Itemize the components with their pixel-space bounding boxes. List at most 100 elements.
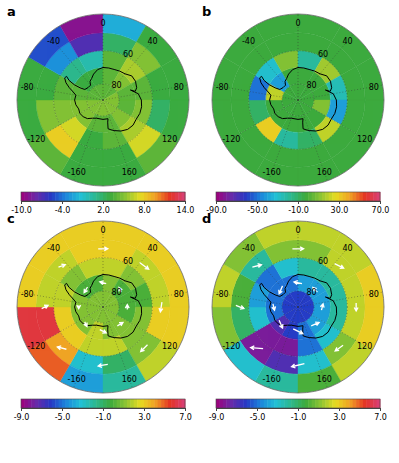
panel-letter: c xyxy=(7,211,15,226)
map-cell xyxy=(298,365,341,393)
map-cell xyxy=(87,307,103,315)
colorbar-swatch xyxy=(305,399,309,408)
colorbar-swatch xyxy=(52,399,56,408)
longitude-label: -40 xyxy=(47,244,60,253)
longitude-label: -160 xyxy=(68,375,86,384)
colorbar-swatch xyxy=(353,399,357,408)
colorbar-swatch xyxy=(137,399,141,408)
colorbar-tick: -9.0 xyxy=(209,408,225,422)
colorbar-swatch xyxy=(216,399,220,408)
map-cell xyxy=(298,299,314,307)
colorbar-frame xyxy=(21,399,185,408)
wind-vector xyxy=(77,305,81,309)
colorbar-tick-mark xyxy=(298,201,299,204)
map-cell xyxy=(103,92,119,100)
colorbar-tick: 7.0 xyxy=(374,408,387,422)
longitude-label: 40 xyxy=(147,37,157,46)
colorbar-swatch xyxy=(312,399,316,408)
colorbar-swatch xyxy=(124,399,128,408)
map-cell xyxy=(103,158,146,186)
colorbar-swatch xyxy=(127,192,131,201)
colorbar-swatch xyxy=(298,399,302,408)
colorbar-tick-mark xyxy=(257,201,258,204)
colorbar-swatch xyxy=(271,399,275,408)
colorbar-tick-label: 3.0 xyxy=(333,413,346,422)
longitude-label: -160 xyxy=(68,168,86,177)
colorbar-swatch xyxy=(171,192,175,201)
wind-vector xyxy=(141,345,148,352)
colorbar-swatch xyxy=(349,399,353,408)
colorbar-swatch xyxy=(260,399,264,408)
colorbar-swatch xyxy=(93,399,97,408)
panel: 04080120160-160-120-80-406080c-9.0-5.0-1… xyxy=(7,211,192,422)
colorbar-swatch xyxy=(93,192,97,201)
map-cell xyxy=(161,264,189,307)
colorbar-tick-label: -9.0 xyxy=(14,413,30,422)
wind-vector xyxy=(294,281,302,285)
colorbar-swatch xyxy=(247,192,251,201)
colorbar-swatch xyxy=(154,192,158,201)
meridian xyxy=(243,34,298,100)
colorbar-swatch xyxy=(89,192,93,201)
wind-vector xyxy=(354,303,358,311)
colorbar-swatch xyxy=(31,192,35,201)
colorbar-swatch xyxy=(100,192,104,201)
colorbar-swatch xyxy=(240,399,244,408)
map-cell xyxy=(298,92,314,100)
colorbar-tick-label: -4.0 xyxy=(55,206,71,215)
map-cell xyxy=(161,57,189,100)
colorbar-swatch xyxy=(100,399,104,408)
colorbar-swatch xyxy=(175,192,179,201)
map-cell xyxy=(17,100,45,143)
colorbar-swatch xyxy=(329,192,333,201)
colorbar-swatch xyxy=(69,192,73,201)
colorbar-swatch xyxy=(21,192,25,201)
latitude-label: 60 xyxy=(318,50,328,59)
map-cell xyxy=(298,158,341,186)
colorbar-swatch xyxy=(247,399,251,408)
colorbar-swatch xyxy=(165,399,169,408)
colorbar-swatch xyxy=(130,399,134,408)
colorbar-swatch xyxy=(237,192,241,201)
map-cell xyxy=(356,307,384,350)
colorbar-swatch xyxy=(151,192,155,201)
longitude-label: 80 xyxy=(174,83,184,92)
wind-vector xyxy=(57,346,66,350)
coastline xyxy=(65,274,142,338)
colorbar-swatch xyxy=(79,192,83,201)
longitude-label: 120 xyxy=(357,135,372,144)
colorbar-swatch xyxy=(322,192,326,201)
map-area xyxy=(17,221,189,393)
colorbar-tick-label: 30.0 xyxy=(331,206,349,215)
colorbar-swatch xyxy=(237,399,241,408)
map-cell xyxy=(87,100,103,108)
colorbar-swatch xyxy=(79,399,83,408)
longitude-label: 160 xyxy=(317,375,332,384)
map-area xyxy=(212,14,384,186)
wind-vector xyxy=(159,302,163,312)
colorbar-swatch xyxy=(31,399,35,408)
colorbar-swatch xyxy=(254,192,258,201)
latitude-label: 80 xyxy=(112,81,122,90)
colorbar-swatch xyxy=(151,399,155,408)
colorbar-swatch xyxy=(360,399,364,408)
colorbar-swatch xyxy=(168,399,172,408)
map-cell xyxy=(161,307,189,350)
colorbar-tick-label: -10.0 xyxy=(288,206,309,215)
colorbar-tick-label: -9.0 xyxy=(209,413,225,422)
colorbar-swatch xyxy=(319,399,323,408)
colorbar-swatch xyxy=(110,399,114,408)
colorbar-swatch xyxy=(346,399,350,408)
colorbar-swatch xyxy=(315,399,319,408)
latitude-label: 60 xyxy=(123,50,133,59)
longitude-label: 80 xyxy=(369,290,379,299)
colorbar-swatch xyxy=(24,192,28,201)
colorbar-swatch xyxy=(257,399,261,408)
map-cell xyxy=(95,291,103,307)
colorbar-tick-mark xyxy=(21,201,22,204)
colorbar-tick-mark xyxy=(216,408,217,411)
colorbar-swatch xyxy=(233,399,237,408)
colorbar-frame xyxy=(216,192,380,201)
colorbar-swatch xyxy=(267,399,271,408)
colorbar-tick: -4.0 xyxy=(55,201,71,215)
